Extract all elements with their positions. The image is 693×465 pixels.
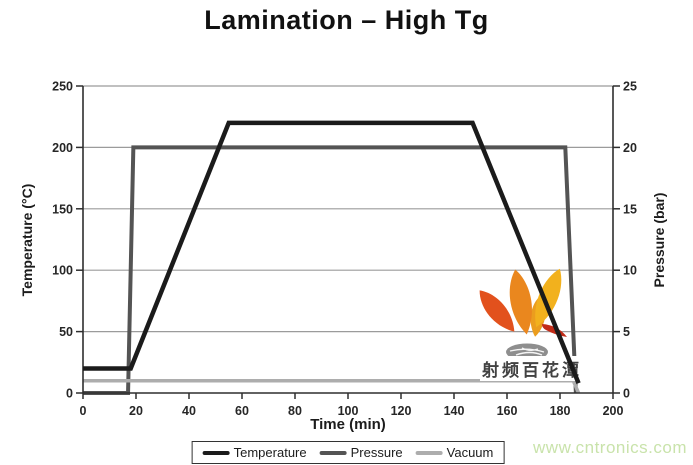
tick-label: 100 (52, 264, 73, 278)
legend-swatch-vacuum (415, 450, 443, 455)
tick-label: 25 (623, 80, 637, 94)
tick-label: 200 (603, 404, 624, 418)
tick-label: 120 (391, 404, 412, 418)
legend-item-pressure: Pressure (319, 445, 403, 460)
legend-item-vacuum: Vacuum (415, 445, 494, 460)
legend-swatch-pressure (319, 450, 347, 455)
tick-label: 180 (550, 404, 571, 418)
legend-swatch-temperature (202, 450, 230, 455)
legend-label: Vacuum (446, 445, 494, 460)
legend-item-temperature: Temperature (202, 445, 307, 460)
tick-label: 40 (182, 404, 196, 418)
tick-label: 200 (52, 141, 73, 155)
legend: Temperature Pressure Vacuum (191, 441, 505, 464)
tick-label: 0 (623, 387, 630, 401)
chart-title: Lamination – High Tg (204, 5, 489, 35)
watermark-cn-text: 射频百花潭 (480, 356, 584, 381)
tick-label: 150 (52, 202, 73, 216)
y-right-axis-title: Pressure (bar) (651, 192, 667, 288)
tick-label: 50 (59, 325, 73, 339)
y-left-axis-title: Temperature (°C) (19, 183, 35, 297)
tick-label: 10 (623, 264, 637, 278)
tick-label: 250 (52, 80, 73, 94)
tick-label: 15 (623, 202, 637, 216)
tick-label: 0 (80, 404, 87, 418)
tick-label: 60 (235, 404, 249, 418)
tick-label: 5 (623, 325, 630, 339)
tick-label: 20 (623, 141, 637, 155)
red-swoosh (542, 324, 567, 337)
x-axis-title: Time (min) (310, 416, 386, 433)
watermark-logo: 射频百花潭 (470, 262, 594, 384)
tick-label: 20 (129, 404, 143, 418)
tick-label: 0 (66, 387, 73, 401)
tick-label: 140 (444, 404, 465, 418)
watermark-url: www.cntronics.com (533, 438, 687, 457)
legend-label: Temperature (233, 445, 307, 460)
tick-label: 160 (497, 404, 518, 418)
tick-label: 80 (288, 404, 302, 418)
legend-label: Pressure (350, 445, 403, 460)
